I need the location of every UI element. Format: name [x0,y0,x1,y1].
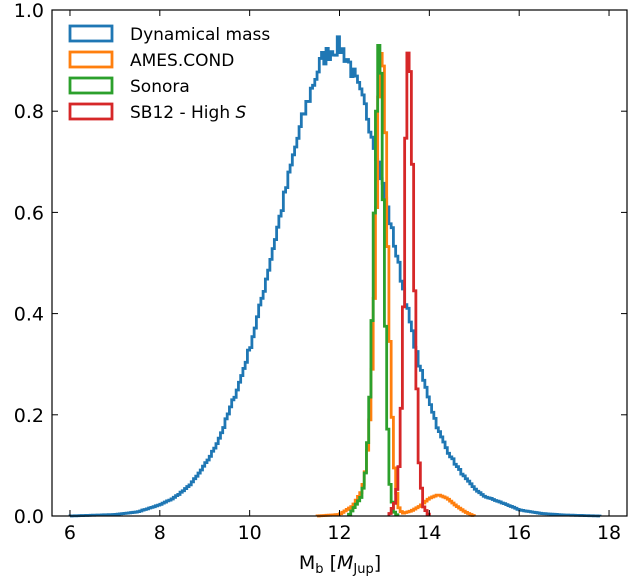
legend-label: Sonora [130,77,190,97]
y-tick-label: 0.6 [14,202,44,224]
x-tick-label: 6 [64,522,76,544]
legend-item: SB12 - High S [68,102,247,123]
x-axis-title: Mb [MJup] [299,552,381,577]
legend-label: Dynamical mass [130,25,270,45]
histogram-sb12-high-s [387,51,431,516]
x-tick-label: 12 [327,522,351,544]
legend-swatch [68,76,114,95]
legend-label: AMES.COND [130,51,234,71]
y-tick-label: 1.0 [14,0,44,22]
x-tick-label: 16 [507,522,531,544]
legend: Dynamical mass AMES.COND Sonora SB12 - High… [68,24,270,123]
x-tick-label: 10 [238,522,262,544]
y-ticks: 0.0 0.2 0.4 0.6 0.8 1.0 [14,0,627,528]
x-tick-label: 8 [154,522,166,544]
x-tick-label: 14 [417,522,441,544]
y-tick-label: 0.2 [14,405,44,427]
legend-item: Sonora [68,76,190,97]
y-tick-label: 0.0 [14,506,44,528]
legend-swatch [68,50,114,69]
legend-item: Dynamical mass [68,24,270,45]
histogram-sonora [347,44,400,517]
legend-swatch [68,24,114,43]
histogram-ames-cond [315,51,476,518]
series-layer [68,35,602,518]
y-tick-label: 0.4 [14,304,44,326]
legend-item: AMES.COND [68,50,234,71]
x-tick-label: 18 [597,522,621,544]
legend-swatch [68,102,114,121]
legend-label: SB12 - High S [130,103,247,123]
x-ticks: 6 8 10 12 14 16 18 [64,10,621,544]
histogram-dynamical-mass [68,35,602,518]
y-tick-label: 0.8 [14,101,44,123]
